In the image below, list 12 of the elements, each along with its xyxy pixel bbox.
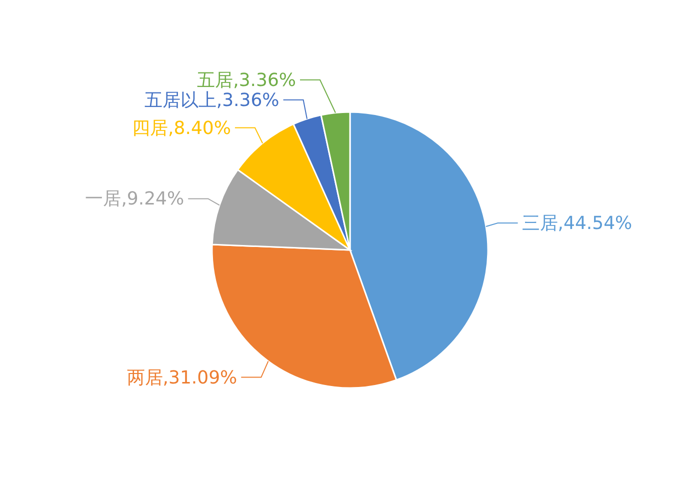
data-label: ,9.24% (121, 188, 184, 210)
data-label: ,8.40% (168, 118, 231, 139)
slice-label: 四居 (132, 118, 168, 139)
slice-label: 一居 (85, 188, 122, 210)
data-label: ,3.36% (233, 70, 296, 91)
slice-label: 五居 (197, 70, 234, 91)
slice-label: 两居 (126, 367, 163, 388)
slice-label: 五居以上 (144, 90, 216, 111)
data-label: ,44.54% (558, 213, 632, 234)
data-label: ,3.36% (216, 90, 280, 111)
slice-label: 三居 (522, 213, 558, 234)
data-label: ,31.09% (162, 367, 238, 388)
